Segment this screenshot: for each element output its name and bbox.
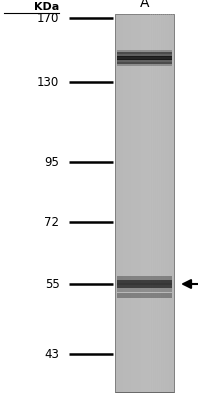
Bar xyxy=(154,14,157,392)
Bar xyxy=(117,276,172,285)
Text: 43: 43 xyxy=(45,348,59,360)
Bar xyxy=(139,14,141,392)
Text: KDa: KDa xyxy=(34,2,59,12)
Bar xyxy=(156,14,159,392)
Bar xyxy=(131,14,133,392)
Bar xyxy=(164,14,167,392)
Bar xyxy=(172,14,175,392)
Bar xyxy=(117,52,172,57)
Text: 130: 130 xyxy=(37,76,59,88)
Bar xyxy=(162,14,165,392)
Bar xyxy=(148,14,151,392)
Text: 170: 170 xyxy=(37,12,59,24)
Bar xyxy=(115,14,174,392)
Bar xyxy=(137,14,139,392)
Bar xyxy=(117,62,172,66)
Bar xyxy=(117,293,172,298)
Bar xyxy=(121,14,123,392)
Bar xyxy=(147,14,149,392)
Bar xyxy=(117,56,172,60)
Bar xyxy=(117,280,172,288)
Bar xyxy=(141,14,143,392)
Bar xyxy=(152,14,155,392)
Bar xyxy=(168,14,171,392)
Text: 55: 55 xyxy=(45,278,59,290)
Bar xyxy=(150,14,153,392)
Bar xyxy=(125,14,127,392)
Bar xyxy=(119,14,121,392)
Bar xyxy=(117,50,172,54)
Text: 72: 72 xyxy=(44,216,59,228)
Bar xyxy=(133,14,135,392)
Bar xyxy=(127,14,129,392)
Bar xyxy=(158,14,161,392)
Bar xyxy=(123,14,125,392)
Bar xyxy=(117,283,172,292)
Bar xyxy=(166,14,169,392)
Bar xyxy=(143,14,145,392)
Bar xyxy=(170,14,173,392)
Text: 95: 95 xyxy=(45,156,59,168)
Bar xyxy=(160,14,163,392)
Text: A: A xyxy=(140,0,149,10)
Bar xyxy=(117,14,119,392)
Bar xyxy=(135,14,137,392)
Bar xyxy=(115,14,117,392)
Bar xyxy=(145,14,147,392)
Bar xyxy=(117,59,172,64)
Bar xyxy=(129,14,131,392)
